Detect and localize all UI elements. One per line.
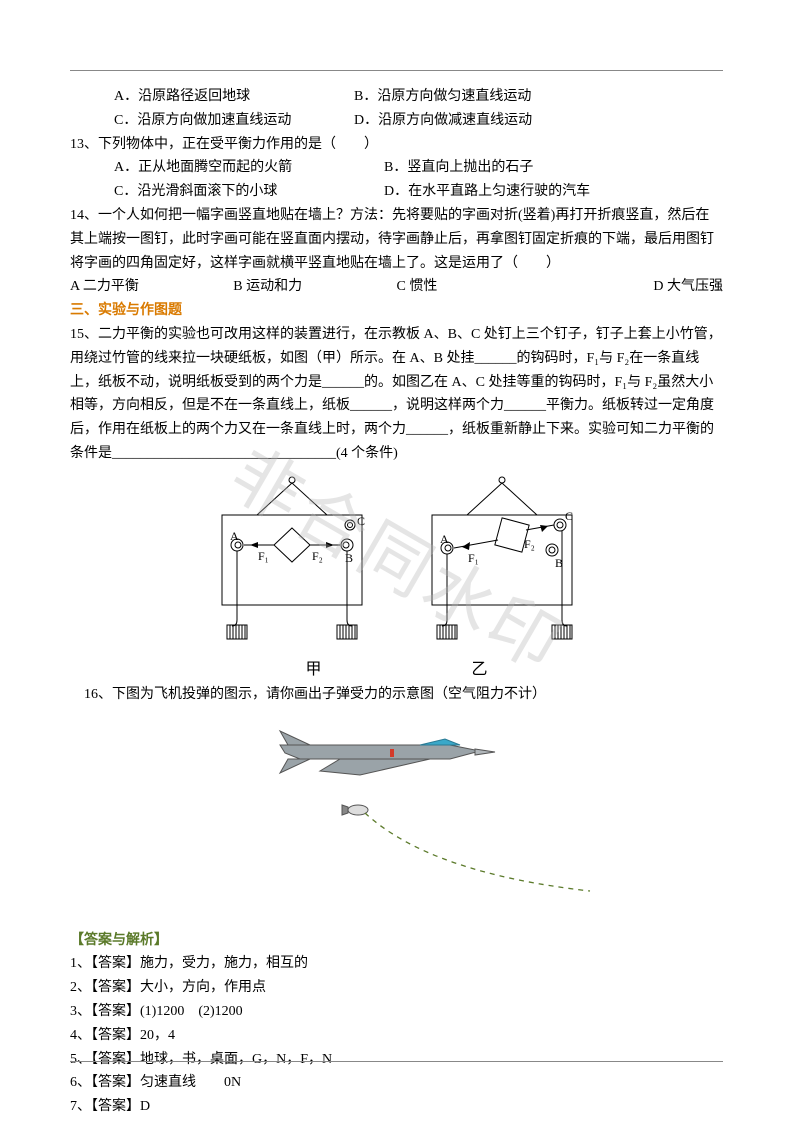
q13-stem: 13、下列物体中，正在受平衡力作用的是（ ）	[70, 133, 723, 157]
q14-stem: 14、一个人如何把一幅字画竖直地贴在墙上？方法：先将要贴的字画对折(竖着)再打开…	[70, 204, 723, 275]
page-top-rule	[70, 70, 723, 71]
ans-2: 2、【答案】大小，方向，作用点	[70, 976, 723, 1000]
svg-text:C: C	[357, 514, 365, 528]
fig15-left: A B C F₁ F₂	[202, 470, 382, 654]
plane-figure	[70, 713, 723, 893]
svg-text:F₁: F₁	[468, 551, 479, 565]
q15-text: 15、二力平衡的实验也可改用这样的装置进行，在示教板 A、B、C 处钉上三个钉子…	[70, 323, 723, 466]
q14-opt-a: A 二力平衡	[70, 275, 233, 299]
svg-text:A: A	[440, 532, 449, 546]
ans-4: 4、【答案】20，4	[70, 1024, 723, 1048]
q13-row2: C．沿光滑斜面滚下的小球 D．在水平直路上匀速行驶的汽车	[70, 180, 723, 204]
svg-text:C: C	[565, 509, 573, 523]
q14-opt-d: D 大气压强	[560, 275, 723, 299]
q13-opt-a: A．正从地面腾空而起的火箭	[114, 156, 354, 180]
q13-row1: A．正从地面腾空而起的火箭 B．竖直向上抛出的石子	[70, 156, 723, 180]
q12-opt-b: B．沿原方向做匀速直线运动	[354, 85, 531, 109]
ans-6: 6、【答案】匀速直线 0N	[70, 1071, 723, 1095]
q14-opt-b: B 运动和力	[233, 275, 396, 299]
q14-options: A 二力平衡 B 运动和力 C 惯性 D 大气压强	[70, 275, 723, 299]
answers-block: 【答案与解析】 1、【答案】施力，受力，施力，相互的 2、【答案】大小，方向，作…	[70, 929, 723, 1119]
fig15-captions: 甲 乙	[70, 656, 723, 683]
answers-title: 【答案与解析】	[70, 929, 723, 953]
q12-opt-c: C．沿原方向做加速直线运动	[114, 109, 324, 133]
svg-text:A: A	[230, 529, 239, 543]
q13-opt-b: B．竖直向上抛出的石子	[384, 156, 533, 180]
fig15-cap-right: 乙	[472, 656, 488, 683]
section3-title: 三、实验与作图题	[70, 299, 723, 323]
q13-opt-c: C．沿光滑斜面滚下的小球	[114, 180, 354, 204]
q14-opt-c: C 惯性	[397, 275, 560, 299]
ans-3: 3、【答案】(1)1200 (2)1200	[70, 1000, 723, 1024]
q12-opt-a: A．沿原路径返回地球	[114, 85, 324, 109]
fig15-cap-left: 甲	[305, 656, 321, 683]
fig15-row: A B C F₁ F₂	[70, 470, 723, 654]
svg-text:F₂: F₂	[312, 549, 323, 563]
ans-1: 1、【答案】施力，受力，施力，相互的	[70, 952, 723, 976]
ans-7: 7、【答案】D	[70, 1095, 723, 1119]
fig15-right: A B C F₁ F₂	[412, 470, 592, 654]
q12-options-row2: C．沿原方向做加速直线运动 D．沿原方向做减速直线运动	[70, 109, 723, 133]
svg-text:F₁: F₁	[258, 549, 269, 563]
page-bottom-rule	[70, 1061, 723, 1062]
q13-opt-d: D．在水平直路上匀速行驶的汽车	[384, 180, 590, 204]
svg-text:F₂: F₂	[524, 537, 535, 551]
ans-5: 5、【答案】地球，书，桌面，G，N，F，N	[70, 1048, 723, 1072]
q12-opt-d: D．沿原方向做减速直线运动	[354, 109, 532, 133]
q12-options-row1: A．沿原路径返回地球 B．沿原方向做匀速直线运动	[70, 85, 723, 109]
q16-stem: 16、下图为飞机投弹的图示，请你画出子弹受力的示意图（空气阻力不计）	[70, 683, 723, 707]
svg-text:B: B	[345, 551, 353, 565]
